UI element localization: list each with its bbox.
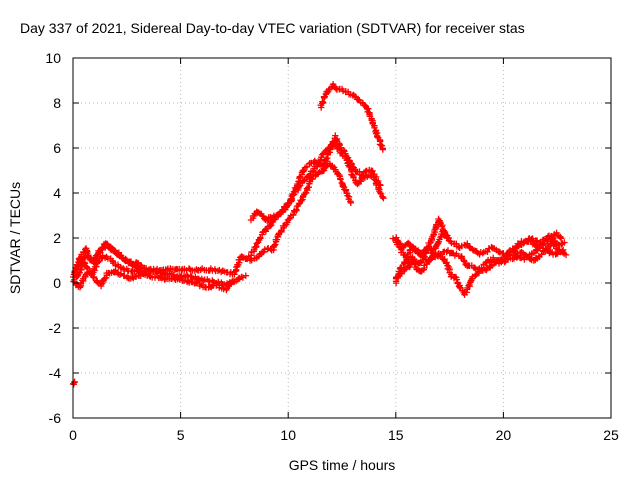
x-tick-label: 5 [177, 427, 185, 443]
x-axis-label: GPS time / hours [289, 457, 396, 473]
y-tick-label: 0 [53, 275, 61, 291]
series-trace-e [73, 240, 145, 272]
series-trace-k [393, 234, 567, 298]
series-trace-g [247, 132, 384, 224]
y-tick-label: -6 [49, 410, 62, 426]
y-tick-label: 2 [53, 230, 61, 246]
marker-cluster [393, 234, 567, 298]
chart-title: Day 337 of 2021, Sidereal Day-to-day VTE… [20, 20, 525, 36]
marker-cluster [317, 81, 386, 153]
series-trace-d [71, 267, 236, 294]
series-trace-l [392, 227, 451, 282]
marker-cluster [71, 267, 236, 294]
y-tick-label: 10 [45, 50, 61, 66]
y-tick-label: -4 [49, 365, 62, 381]
y-axis-label: SDTVAR / TECUs [7, 182, 23, 294]
y-tick-label: -2 [49, 320, 62, 336]
x-tick-label: 15 [388, 427, 404, 443]
y-tick-label: 4 [53, 185, 61, 201]
x-tick-label: 10 [280, 427, 296, 443]
y-tick-label: 8 [53, 95, 61, 111]
axis-ticks: 0 5 10 15 20 25 -6 -4 -2 0 2 4 6 8 10 [45, 50, 619, 443]
data-points [70, 81, 570, 388]
marker-cluster [392, 227, 451, 282]
marker-cluster [511, 238, 570, 264]
x-tick-label: 0 [69, 427, 77, 443]
marker-cluster [245, 140, 387, 260]
x-tick-label: 20 [496, 427, 512, 443]
y-tick-label: 6 [53, 140, 61, 156]
marker-cluster [70, 378, 78, 388]
x-tick-label: 25 [603, 427, 619, 443]
series-trace-h [317, 81, 386, 153]
series-trace-m [511, 238, 570, 264]
marker-cluster [73, 240, 145, 272]
series-trace-f [245, 140, 387, 260]
series-trace-a [70, 378, 78, 388]
grid-lines [73, 58, 611, 418]
marker-cluster [247, 132, 384, 224]
